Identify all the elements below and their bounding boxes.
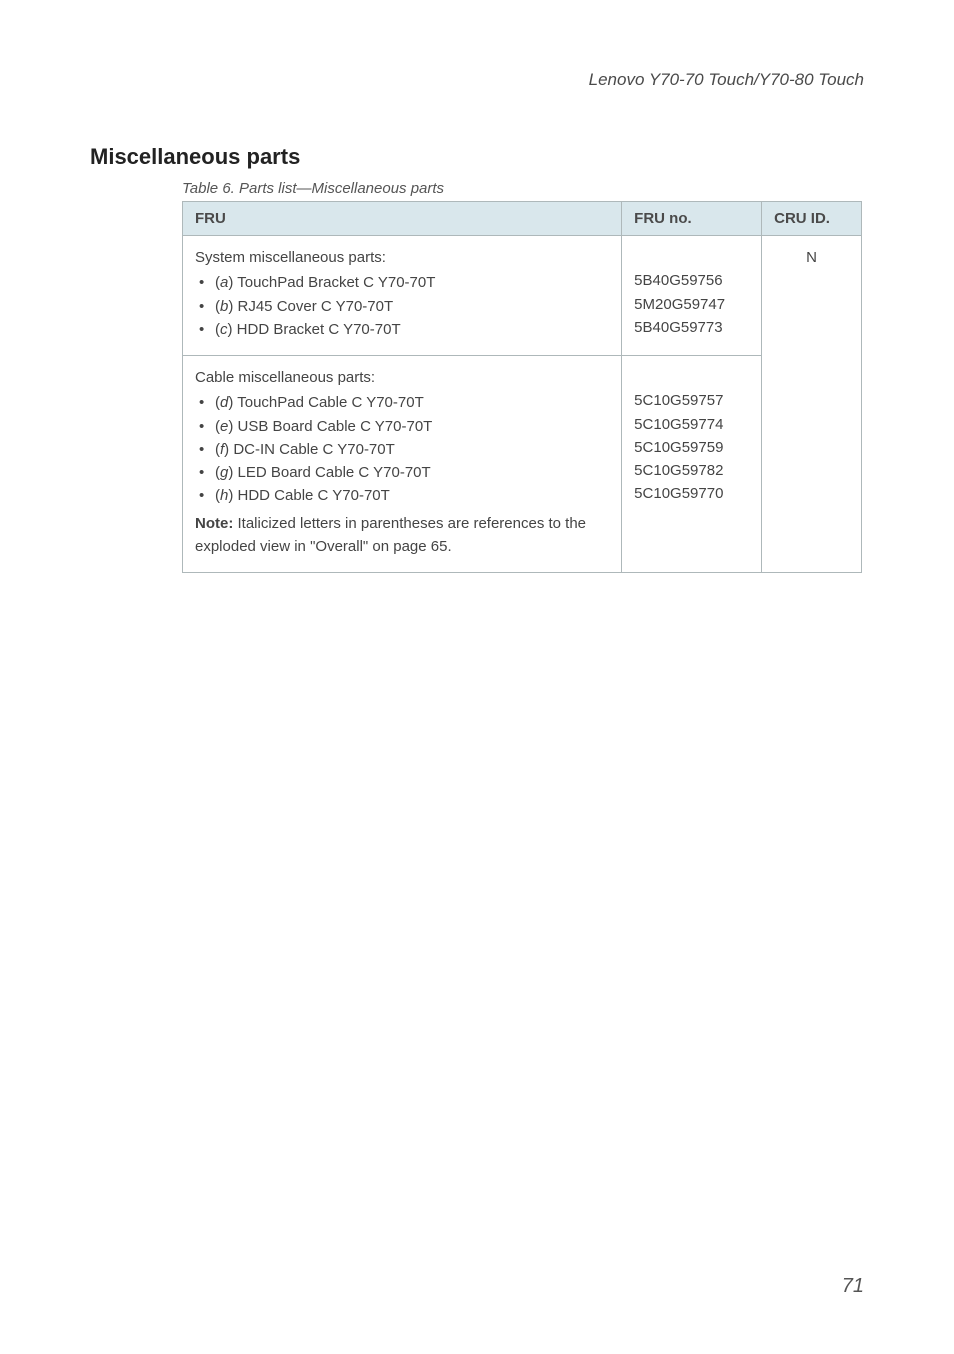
fru-no-value: 5M20G59747 — [634, 293, 749, 316]
item-text: ) USB Board Cable C Y70-70T — [228, 418, 432, 435]
fru-no-cell-cable: 5C10G59757 5C10G59774 5C10G59759 5C10G59… — [622, 356, 762, 573]
fru-no-cell-system: 5B40G59756 5M20G59747 5B40G59773 — [622, 236, 762, 356]
page-container: Lenovo Y70-70 Touch/Y70-80 Touch Miscell… — [0, 0, 954, 573]
fru-no-value: 5B40G59756 — [634, 269, 749, 292]
fru-no-value: 5C10G59757 — [634, 389, 749, 412]
page-number: 71 — [842, 1275, 864, 1298]
cable-intro: Cable miscellaneous parts: — [195, 366, 609, 389]
item-text: ) DC-IN Cable C Y70-70T — [224, 441, 395, 458]
table-caption: Table 6. Parts list—Miscellaneous parts — [182, 180, 864, 197]
fru-cell-cable: Cable miscellaneous parts: (d) TouchPad … — [183, 356, 622, 573]
fru-no-value: 5C10G59759 — [634, 436, 749, 459]
table-row: System miscellaneous parts: (a) TouchPad… — [183, 236, 862, 356]
column-header-fru: FRU — [183, 202, 622, 236]
fru-no-value: 5B40G59773 — [634, 316, 749, 339]
miscellaneous-parts-table: FRU FRU no. CRU ID. System miscellaneous… — [182, 201, 862, 573]
list-item: (g) LED Board Cable C Y70-70T — [199, 461, 609, 484]
item-text: ) RJ45 Cover C Y70-70T — [228, 298, 393, 315]
section-title: Miscellaneous parts — [90, 144, 864, 170]
item-text: ) HDD Bracket C Y70-70T — [228, 321, 401, 338]
list-item: (e) USB Board Cable C Y70-70T — [199, 415, 609, 438]
list-item: (a) TouchPad Bracket C Y70-70T — [199, 271, 609, 294]
note-label: Note: — [195, 515, 233, 532]
list-item: (h) HDD Cable C Y70-70T — [199, 484, 609, 507]
item-letter: c — [220, 321, 228, 338]
note-block: Note: Italicized letters in parentheses … — [195, 512, 609, 559]
fru-no-value: 5C10G59774 — [634, 413, 749, 436]
item-text: ) TouchPad Cable C Y70-70T — [228, 394, 423, 411]
cru-id-cell: N — [762, 236, 862, 573]
list-item: (d) TouchPad Cable C Y70-70T — [199, 391, 609, 414]
fru-cell-system: System miscellaneous parts: (a) TouchPad… — [183, 236, 622, 356]
item-text: ) HDD Cable C Y70-70T — [228, 487, 389, 504]
list-item: (f) DC-IN Cable C Y70-70T — [199, 438, 609, 461]
list-item: (c) HDD Bracket C Y70-70T — [199, 318, 609, 341]
system-intro: System miscellaneous parts: — [195, 246, 609, 269]
item-text: ) TouchPad Bracket C Y70-70T — [228, 274, 435, 291]
column-header-cru-id: CRU ID. — [762, 202, 862, 236]
column-header-fru-no: FRU no. — [622, 202, 762, 236]
page-header-product: Lenovo Y70-70 Touch/Y70-80 Touch — [90, 70, 864, 90]
fru-no-value: 5C10G59770 — [634, 482, 749, 505]
item-text: ) LED Board Cable C Y70-70T — [228, 464, 430, 481]
note-text: Italicized letters in parentheses are re… — [195, 515, 586, 555]
fru-no-value: 5C10G59782 — [634, 459, 749, 482]
table-row: Cable miscellaneous parts: (d) TouchPad … — [183, 356, 862, 573]
list-item: (b) RJ45 Cover C Y70-70T — [199, 295, 609, 318]
